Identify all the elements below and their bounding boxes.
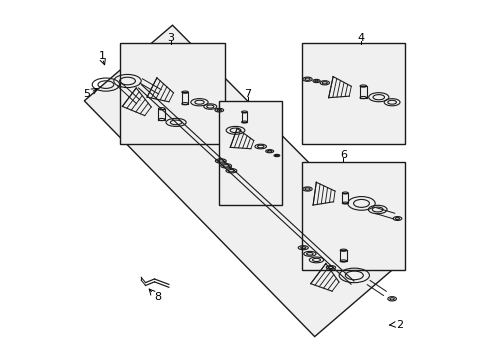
Text: 5: 5 <box>83 89 90 99</box>
Text: 8: 8 <box>154 292 161 302</box>
Text: 6: 6 <box>339 150 346 160</box>
Text: 3: 3 <box>167 33 174 43</box>
Polygon shape <box>84 25 404 337</box>
Bar <box>219 101 282 205</box>
Bar <box>302 162 404 270</box>
Text: 2: 2 <box>395 320 402 330</box>
Text: 7: 7 <box>244 89 251 99</box>
Bar <box>302 43 404 144</box>
Text: 4: 4 <box>357 33 365 43</box>
Bar <box>120 43 224 144</box>
Text: 1: 1 <box>99 51 105 61</box>
